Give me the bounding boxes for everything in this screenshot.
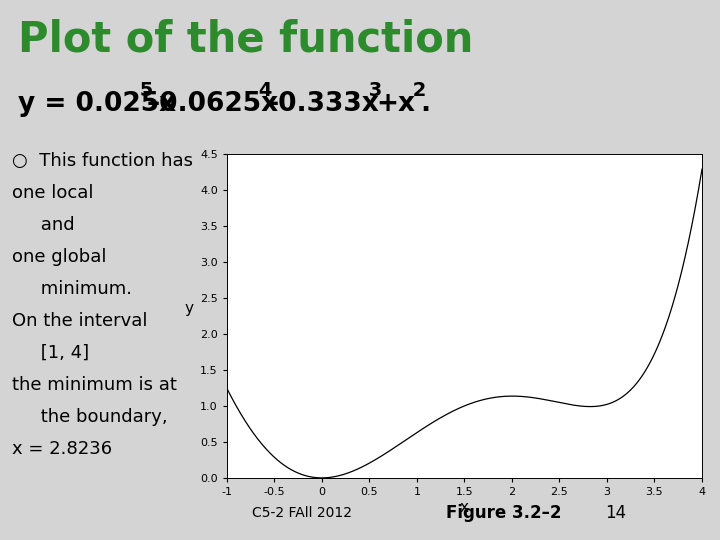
Text: one local: one local: [12, 184, 94, 201]
Text: [1, 4]: [1, 4]: [12, 344, 89, 362]
Text: C5-2 FAll 2012: C5-2 FAll 2012: [253, 506, 352, 520]
Text: 14: 14: [605, 504, 626, 522]
Text: the minimum is at: the minimum is at: [12, 376, 177, 394]
Text: +x: +x: [376, 91, 415, 117]
Text: y = 0.025x: y = 0.025x: [18, 91, 176, 117]
Text: and: and: [12, 215, 75, 234]
Text: one global: one global: [12, 248, 107, 266]
X-axis label: x: x: [460, 500, 469, 515]
Text: Figure 3.2–2: Figure 3.2–2: [446, 504, 562, 522]
Text: 2: 2: [406, 80, 426, 99]
Y-axis label: y: y: [184, 301, 194, 316]
Text: 4: 4: [252, 80, 272, 99]
Text: .: .: [420, 91, 430, 117]
Text: 3: 3: [362, 80, 382, 99]
Text: –0.0625x: –0.0625x: [147, 91, 279, 117]
Text: –0.333x: –0.333x: [266, 91, 379, 117]
Text: 5: 5: [133, 80, 153, 99]
Text: Plot of the function: Plot of the function: [18, 19, 473, 61]
Text: ○  This function has: ○ This function has: [12, 152, 194, 170]
Text: x = 2.8236: x = 2.8236: [12, 440, 112, 458]
Text: minimum.: minimum.: [12, 280, 132, 298]
Text: the boundary,: the boundary,: [12, 408, 168, 426]
Text: On the interval: On the interval: [12, 312, 148, 330]
